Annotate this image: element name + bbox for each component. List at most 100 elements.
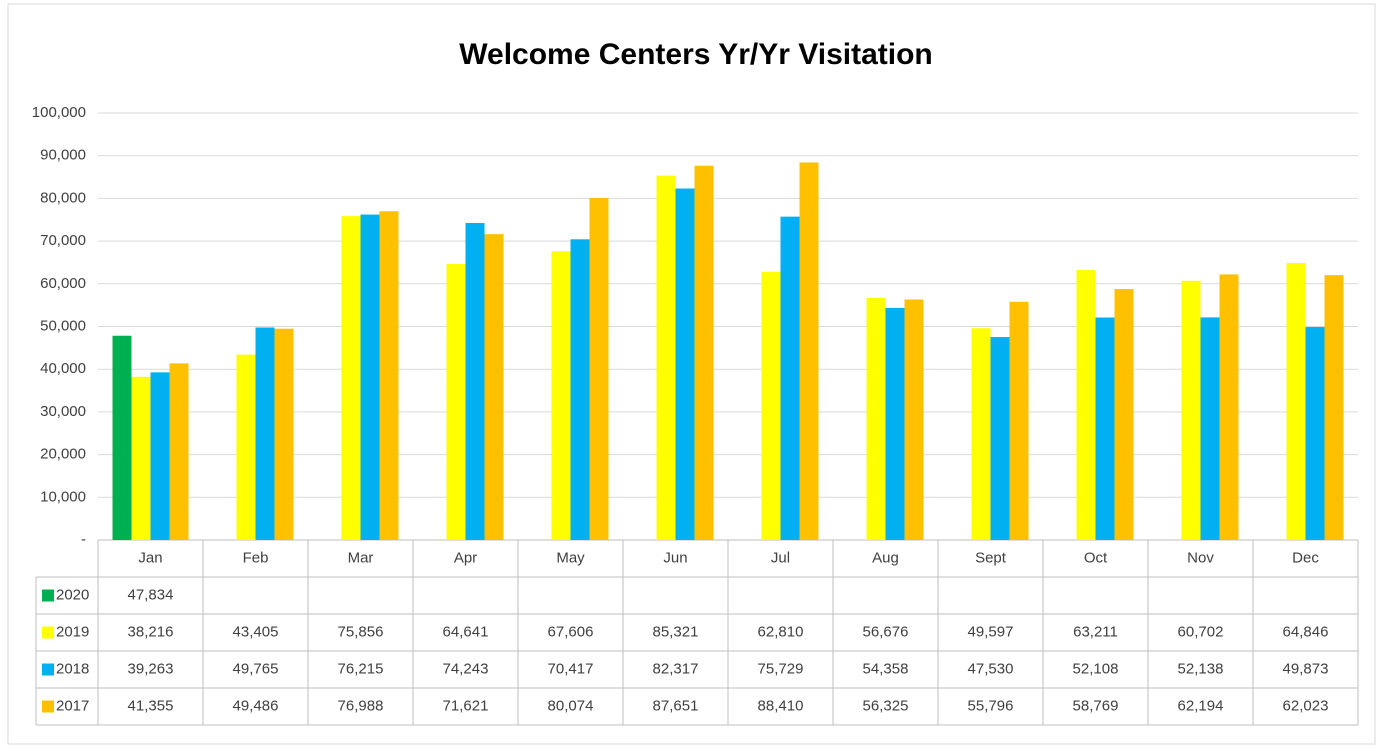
table-value: 75,729 bbox=[758, 660, 804, 677]
y-tick-label: 10,000 bbox=[40, 488, 86, 505]
table-value: 67,606 bbox=[548, 623, 594, 640]
bar bbox=[589, 198, 609, 540]
bar bbox=[866, 297, 886, 540]
x-tick-label: Mar bbox=[348, 549, 374, 566]
legend-key bbox=[42, 626, 54, 639]
legend-key bbox=[42, 700, 54, 713]
x-tick-label: Oct bbox=[1084, 549, 1108, 566]
x-tick-label: Dec bbox=[1292, 549, 1319, 566]
bar bbox=[1286, 263, 1306, 540]
table-value: 58,769 bbox=[1073, 697, 1119, 714]
table-value: 60,702 bbox=[1178, 623, 1224, 640]
bar bbox=[360, 214, 380, 540]
table-value: 63,211 bbox=[1073, 623, 1118, 640]
bar bbox=[675, 188, 695, 540]
bar bbox=[799, 162, 819, 540]
bar bbox=[971, 328, 991, 540]
table-value: 82,317 bbox=[653, 660, 699, 677]
legend-label: 2018 bbox=[56, 660, 89, 677]
bar bbox=[274, 328, 294, 540]
table-value: 55,796 bbox=[968, 697, 1014, 714]
bar bbox=[1076, 270, 1096, 540]
y-tick-label: 50,000 bbox=[40, 317, 86, 334]
bar bbox=[131, 376, 151, 540]
legend-key bbox=[42, 663, 54, 676]
legend-key bbox=[42, 589, 54, 602]
y-tick-label: 40,000 bbox=[40, 360, 86, 377]
table-value: 62,810 bbox=[758, 623, 804, 640]
bar bbox=[780, 216, 800, 540]
bar bbox=[1181, 280, 1201, 540]
x-tick-label: Jul bbox=[771, 549, 790, 566]
x-tick-label: Apr bbox=[454, 549, 477, 566]
table-value: 43,405 bbox=[233, 623, 279, 640]
table-value: 47,834 bbox=[128, 586, 174, 603]
bar bbox=[341, 216, 361, 540]
table-value: 85,321 bbox=[653, 623, 699, 640]
y-tick-label: 70,000 bbox=[40, 232, 86, 249]
table-value: 87,651 bbox=[653, 697, 699, 714]
bar bbox=[551, 251, 571, 540]
x-tick-label: Nov bbox=[1187, 549, 1214, 566]
table-value: 49,765 bbox=[233, 660, 279, 677]
table-value: 70,417 bbox=[548, 660, 594, 677]
x-tick-label: Sept bbox=[975, 549, 1007, 566]
bar bbox=[1114, 289, 1134, 540]
x-tick-label: Jun bbox=[663, 549, 687, 566]
chart-title: Welcome Centers Yr/Yr Visitation bbox=[459, 38, 933, 71]
y-tick-label: 90,000 bbox=[40, 147, 86, 164]
bar bbox=[694, 165, 714, 540]
table-value: 56,676 bbox=[863, 623, 909, 640]
bar bbox=[112, 335, 132, 540]
bar bbox=[465, 222, 485, 540]
table-value: 88,410 bbox=[758, 697, 804, 714]
legend-label: 2017 bbox=[56, 697, 89, 714]
x-tick-label: Feb bbox=[243, 549, 269, 566]
bar bbox=[379, 211, 399, 541]
y-tick-label: 80,000 bbox=[40, 189, 86, 206]
table-value: 47,530 bbox=[968, 660, 1014, 677]
table-value: 52,108 bbox=[1073, 660, 1119, 677]
table-value: 54,358 bbox=[863, 660, 909, 677]
table-value: 80,074 bbox=[548, 697, 594, 714]
bar bbox=[1324, 275, 1344, 540]
bar bbox=[885, 307, 905, 540]
table-value: 74,243 bbox=[443, 660, 489, 677]
bar bbox=[1219, 274, 1239, 540]
bar bbox=[1095, 317, 1115, 540]
x-tick-label: Aug bbox=[872, 549, 899, 566]
bar bbox=[236, 354, 256, 540]
table-value: 49,486 bbox=[233, 697, 279, 714]
table-value: 64,641 bbox=[443, 623, 489, 640]
table-value: 62,023 bbox=[1283, 697, 1329, 714]
bar bbox=[169, 363, 189, 540]
bar bbox=[255, 327, 275, 540]
y-tick-label: - bbox=[81, 531, 86, 548]
bar bbox=[570, 239, 590, 541]
legend-label: 2019 bbox=[56, 623, 89, 640]
bar bbox=[1305, 327, 1325, 540]
y-tick-label: 60,000 bbox=[40, 275, 86, 292]
table-value: 75,856 bbox=[338, 623, 384, 640]
bar bbox=[1200, 317, 1220, 540]
table-value: 41,355 bbox=[128, 697, 174, 714]
bar bbox=[990, 337, 1010, 540]
table-value: 71,621 bbox=[443, 697, 489, 714]
table-value: 76,988 bbox=[338, 697, 384, 714]
table-value: 38,216 bbox=[128, 623, 174, 640]
x-tick-label: May bbox=[556, 549, 585, 566]
table-value: 49,873 bbox=[1283, 660, 1329, 677]
y-tick-label: 20,000 bbox=[40, 446, 86, 463]
table-value: 64,846 bbox=[1283, 623, 1329, 640]
bar bbox=[446, 263, 466, 540]
table-value: 56,325 bbox=[863, 697, 909, 714]
bar bbox=[904, 299, 924, 540]
legend-label: 2020 bbox=[56, 586, 89, 603]
table-value: 39,263 bbox=[128, 660, 174, 677]
bar bbox=[150, 372, 170, 540]
table-value: 52,138 bbox=[1178, 660, 1224, 677]
bar bbox=[1009, 301, 1029, 540]
table-value: 49,597 bbox=[968, 623, 1014, 640]
y-tick-label: 30,000 bbox=[40, 403, 86, 420]
